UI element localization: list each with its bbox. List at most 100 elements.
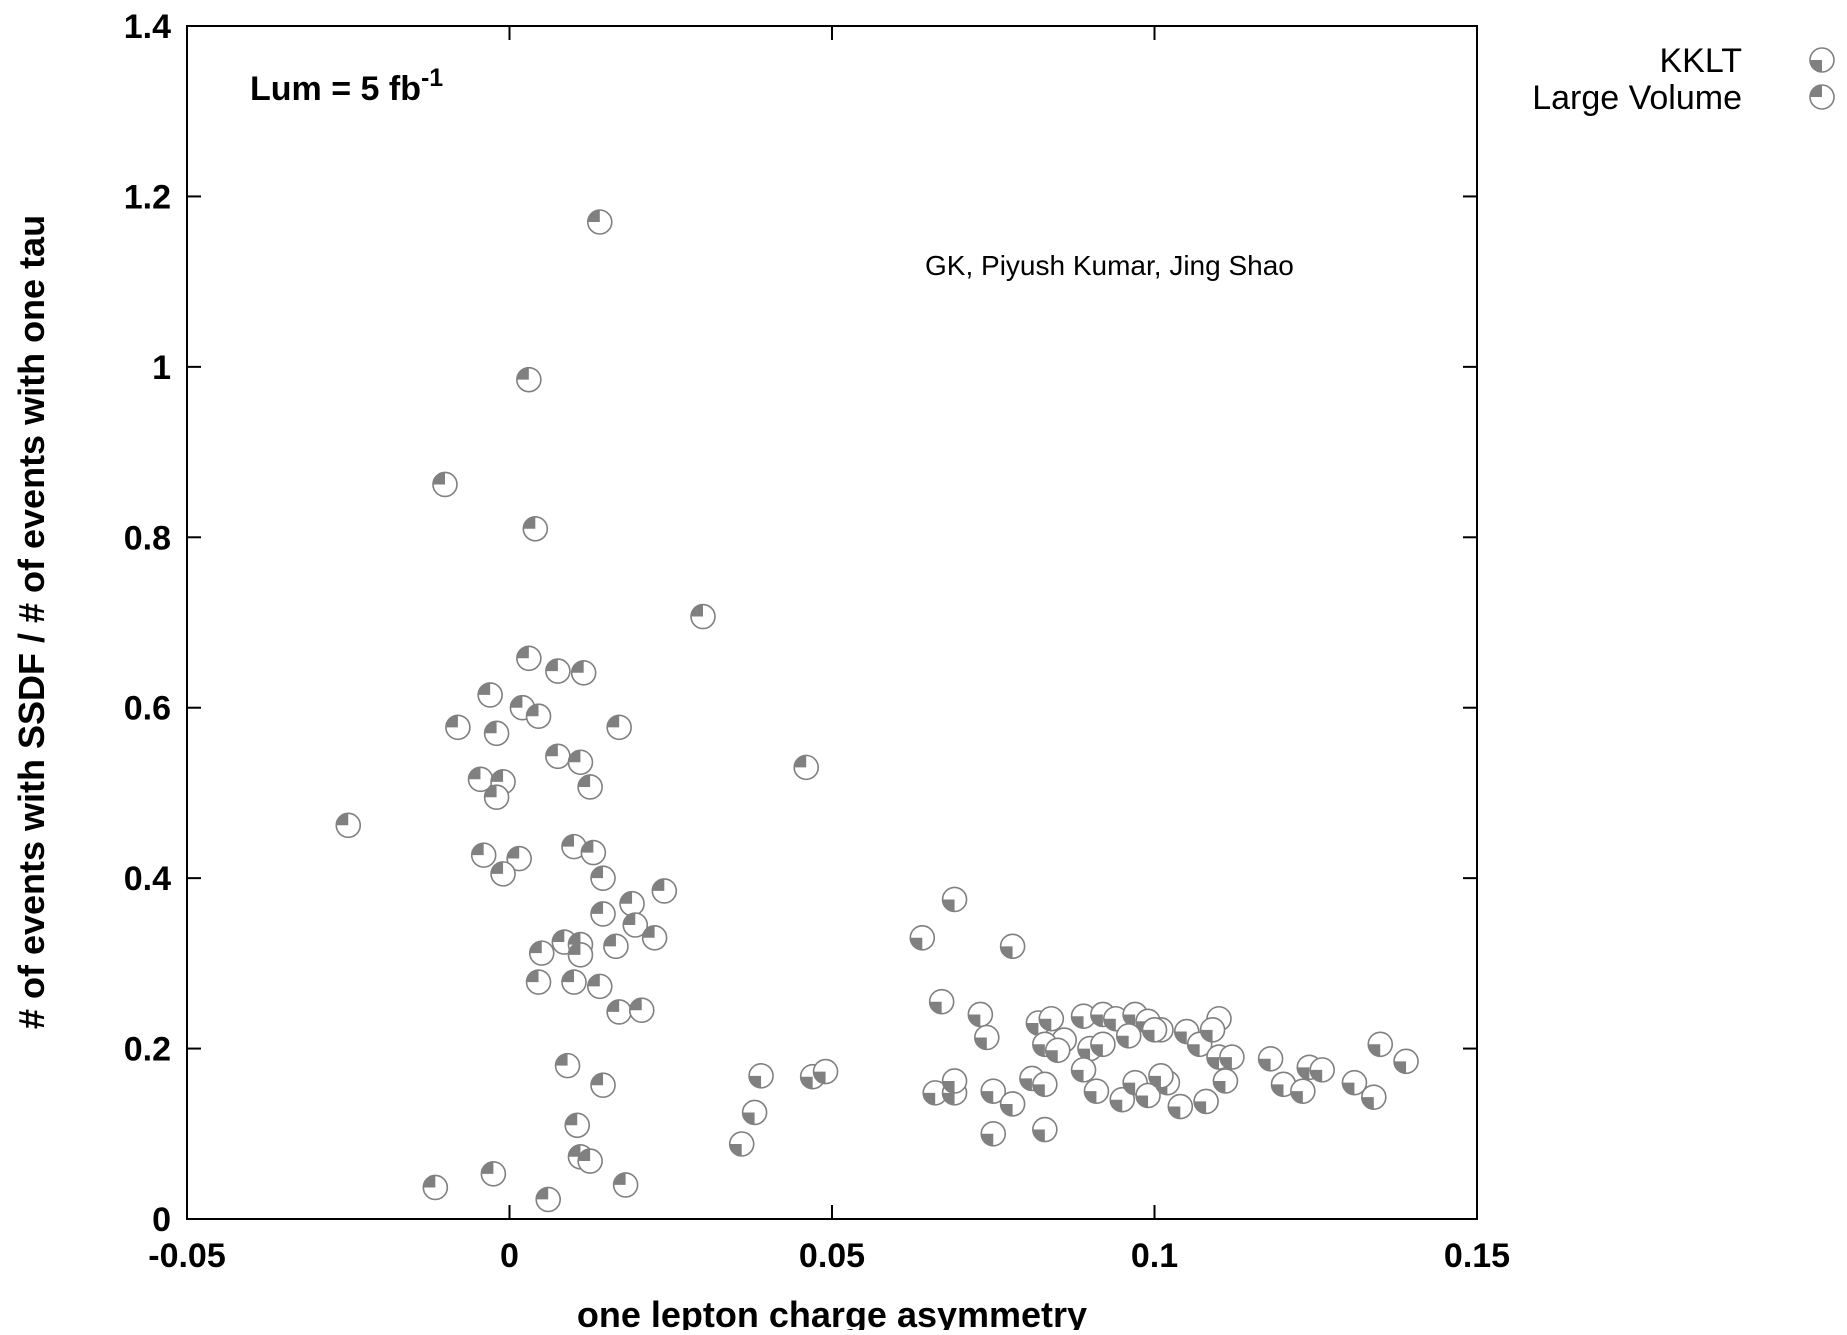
y-tick-label: 1.4 bbox=[124, 8, 171, 46]
large-volume-point bbox=[577, 774, 603, 800]
y-tick-label: 0.4 bbox=[124, 860, 171, 898]
kklt-point bbox=[1032, 1071, 1058, 1098]
large-volume-point bbox=[554, 1052, 581, 1079]
luminosity-base: Lum = 5 fb bbox=[250, 70, 421, 108]
large-volume-point bbox=[567, 749, 594, 776]
large-volume-point bbox=[590, 901, 616, 927]
kklt-point bbox=[1070, 1057, 1097, 1083]
x-tick-label: 0.15 bbox=[1444, 1237, 1510, 1275]
large-volume-point bbox=[570, 659, 597, 686]
large-volume-point bbox=[619, 890, 645, 917]
kklt-point bbox=[928, 988, 955, 1015]
data-points bbox=[335, 209, 1419, 1213]
legend-marker-large-volume bbox=[1809, 84, 1835, 110]
luminosity-exponent: -1 bbox=[421, 64, 443, 92]
kklt-point bbox=[980, 1078, 1007, 1104]
large-volume-point bbox=[545, 743, 571, 770]
large-volume-point bbox=[612, 1172, 639, 1198]
x-tick-label: 0.05 bbox=[799, 1237, 865, 1275]
kklt-point bbox=[1193, 1088, 1219, 1115]
large-volume-point bbox=[506, 845, 532, 872]
kklt-point bbox=[1044, 1037, 1071, 1064]
kklt-point bbox=[1257, 1045, 1284, 1072]
y-tick-label: 1 bbox=[152, 349, 171, 387]
large-volume-point bbox=[590, 1072, 616, 1099]
luminosity-annotation: Lum = 5 fb-1 bbox=[250, 64, 443, 108]
large-volume-point bbox=[467, 766, 494, 793]
kklt-point bbox=[967, 1001, 994, 1028]
kklt-point bbox=[922, 1080, 949, 1106]
large-volume-point bbox=[516, 366, 542, 393]
kklt-point bbox=[1135, 1082, 1161, 1109]
kklt-point bbox=[1038, 1005, 1065, 1032]
kklt-point bbox=[728, 1131, 755, 1157]
large-volume-point bbox=[590, 865, 616, 891]
large-volume-point bbox=[522, 515, 549, 542]
large-volume-point bbox=[335, 812, 362, 839]
kklt-point bbox=[1090, 1031, 1116, 1058]
credit-annotation: GK, Piyush Kumar, Jing Shao bbox=[925, 250, 1294, 281]
y-tick-label: 1.2 bbox=[124, 178, 171, 216]
kklt-point bbox=[741, 1099, 768, 1126]
y-tick-label: 0.2 bbox=[124, 1031, 171, 1069]
kklt-point bbox=[1070, 1003, 1097, 1029]
large-volume-point bbox=[525, 703, 552, 730]
large-volume-point bbox=[516, 645, 542, 672]
x-tick-label: 0 bbox=[500, 1237, 519, 1275]
kklt-point bbox=[1290, 1078, 1316, 1104]
kklt-point bbox=[812, 1058, 839, 1085]
large-volume-point bbox=[535, 1186, 562, 1213]
kklt-point bbox=[909, 924, 936, 951]
kklt-point bbox=[941, 1068, 968, 1094]
kklt-point bbox=[1032, 1116, 1058, 1143]
large-volume-point bbox=[483, 720, 510, 747]
kklt-point bbox=[1083, 1078, 1110, 1104]
y-tick-label: 0 bbox=[152, 1201, 171, 1239]
large-volume-point bbox=[628, 997, 655, 1024]
x-axis-title: one lepton charge asymmetry bbox=[577, 1294, 1087, 1330]
large-volume-point bbox=[793, 754, 820, 781]
large-volume-point bbox=[528, 940, 555, 966]
kklt-point bbox=[999, 933, 1026, 960]
kklt-point bbox=[1141, 1017, 1168, 1043]
large-volume-point bbox=[483, 784, 510, 810]
kklt-point bbox=[1148, 1063, 1174, 1089]
kklt-point bbox=[1219, 1044, 1245, 1070]
kklt-point bbox=[1103, 1005, 1129, 1032]
plot-frame bbox=[186, 25, 1478, 1220]
legend-label: KKLT bbox=[1659, 42, 1742, 80]
kklt-point bbox=[1361, 1084, 1387, 1110]
kklt-point bbox=[748, 1063, 774, 1089]
large-volume-point bbox=[470, 842, 497, 868]
large-volume-point bbox=[567, 942, 594, 968]
x-tick-label: 0.1 bbox=[1131, 1237, 1178, 1275]
kklt-point bbox=[973, 1024, 1000, 1051]
large-volume-point bbox=[603, 933, 629, 960]
large-volume-point bbox=[580, 839, 607, 866]
kklt-point bbox=[1212, 1068, 1239, 1094]
kklt-point bbox=[1367, 1031, 1394, 1058]
legend-marker-kklt bbox=[1809, 47, 1835, 73]
large-volume-point bbox=[445, 714, 471, 741]
kklt-point bbox=[1109, 1086, 1136, 1113]
large-volume-point bbox=[622, 912, 649, 938]
large-volume-point bbox=[641, 924, 668, 951]
large-volume-point bbox=[690, 603, 716, 630]
kklt-point bbox=[1341, 1069, 1368, 1096]
kklt-point bbox=[1115, 1022, 1142, 1049]
large-volume-point bbox=[490, 861, 516, 887]
axis-ticks bbox=[186, 25, 1478, 1220]
y-tick-label: 0.8 bbox=[124, 519, 171, 557]
large-volume-point bbox=[586, 973, 613, 1000]
y-axis-title: # of events with SSDF / # of events with… bbox=[11, 215, 52, 1029]
large-volume-point bbox=[525, 969, 552, 995]
large-volume-point bbox=[606, 714, 632, 741]
large-volume-point bbox=[480, 1161, 507, 1187]
kklt-point bbox=[941, 886, 968, 913]
kklt-point bbox=[999, 1091, 1026, 1117]
large-volume-point bbox=[432, 471, 458, 498]
kklt-point bbox=[1199, 1017, 1226, 1043]
kklt-point bbox=[980, 1120, 1007, 1147]
